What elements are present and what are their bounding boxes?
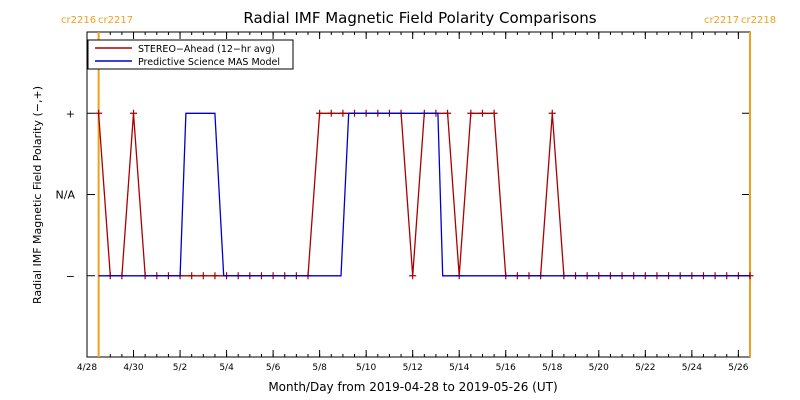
rotation-labels: cr2216 cr2217 cr2217 cr2218: [61, 15, 776, 26]
data-point-marker: [339, 109, 347, 117]
data-point-marker: [199, 272, 207, 280]
data-point-marker: [188, 272, 196, 280]
data-point-marker: [327, 109, 335, 117]
legend-label-mas: Predictive Science MAS Model: [138, 57, 280, 68]
data-point-marker: [211, 272, 219, 280]
data-point-marker: [444, 109, 452, 117]
rotation-label-right-1: cr2217: [704, 15, 739, 26]
y-tick-label: N/A: [56, 189, 76, 202]
x-tick-label: 5/4: [219, 363, 234, 373]
x-tick-label: 4/30: [123, 363, 143, 373]
x-axis-label: Month/Day from 2019-04-28 to 2019-05-26 …: [268, 380, 557, 394]
series-line-1: [98, 112, 750, 277]
data-point-marker: [316, 109, 324, 117]
x-tick-label: 5/18: [542, 363, 562, 373]
y-tick-label: +: [66, 107, 75, 120]
series-line-0: [97, 112, 750, 277]
x-tick-label: 5/10: [356, 363, 376, 373]
x-tick-label: 5/6: [266, 363, 281, 373]
data-point-marker: [409, 272, 417, 280]
x-tick-label: 5/14: [449, 363, 469, 373]
x-tick-label: 5/12: [403, 363, 423, 373]
y-axis-label: Radial IMF Magnetic Field Polarity (−,+): [31, 86, 44, 304]
x-tick-label: 5/20: [589, 363, 609, 373]
x-tick-label: 5/26: [728, 363, 748, 373]
legend-box: [87, 39, 294, 70]
x-tick-label: 5/24: [682, 363, 702, 373]
legend-label-stereo: STEREO−Ahead (12−hr avg): [138, 44, 275, 55]
data-point-marker: [467, 109, 475, 117]
x-tick-label: 4/28: [77, 363, 97, 373]
y-tick-label: −: [66, 270, 75, 283]
legend: STEREO−Ahead (12−hr avg) Predictive Scie…: [87, 39, 294, 70]
x-tick-label: 5/16: [496, 363, 516, 373]
x-tick-label: 5/2: [173, 363, 187, 373]
plot-area: 4/28 4/30 5/2 5/4 5/6 5/8 5/10 5/12 5/14 5/16 5/18…: [56, 31, 754, 373]
data-point-marker: [548, 109, 556, 117]
data-point-marker: [490, 109, 498, 117]
data-point-marker: [478, 109, 486, 117]
chart-title: Radial IMF Magnetic Field Polarity Compa…: [243, 9, 596, 27]
x-tick-label: 5/8: [312, 363, 327, 373]
rotation-label-left-2: cr2217: [98, 15, 133, 26]
data-point-marker: [130, 109, 138, 117]
x-tick-label: 5/22: [635, 363, 655, 373]
rotation-label-left-1: cr2216: [61, 15, 96, 26]
data-point-marker: [95, 109, 103, 117]
rotation-label-right-2: cr2218: [741, 15, 776, 26]
